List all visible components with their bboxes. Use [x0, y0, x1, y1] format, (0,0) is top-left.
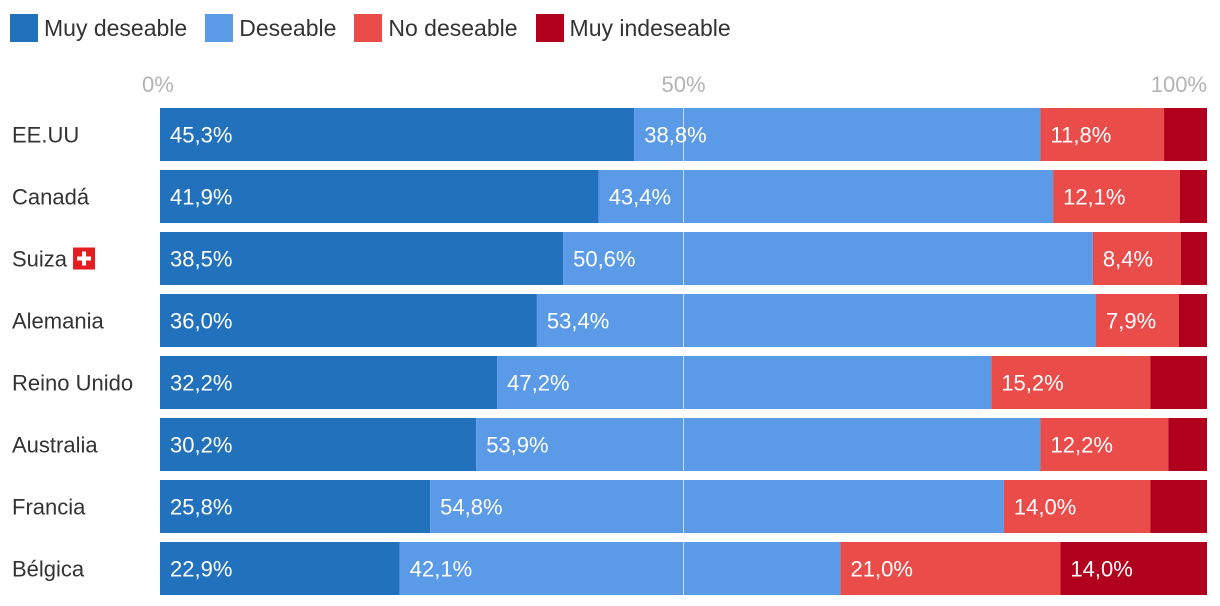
legend-swatch-muy-indeseable [535, 14, 564, 42]
data-label-muy-deseable-suiza: 38,5% [170, 247, 232, 272]
data-label-no-deseable-belgica: 21,0% [851, 557, 913, 582]
legend: Muy deseable Deseable No deseable Muy in… [10, 13, 749, 43]
data-label-no-deseable-suiza: 8,4% [1103, 247, 1153, 272]
legend-item-muy-deseable: Muy deseable [10, 14, 187, 42]
data-label-muy-deseable-canada: 41,9% [170, 185, 232, 210]
bar-no-deseable-alemania [1096, 294, 1179, 347]
data-label-muy-indeseable-belgica: 14,0% [1070, 557, 1132, 582]
bar-no-deseable-ee-uu [1040, 108, 1165, 161]
bar-no-deseable-reino-unido [991, 356, 1151, 409]
category-label-ee-uu: EE.UU [12, 123, 79, 148]
bar-muy-deseable-francia [160, 480, 431, 533]
bar-muy-deseable-australia [160, 418, 477, 471]
legend-label-deseable: Deseable [239, 14, 337, 41]
legend-swatch-deseable [205, 14, 234, 42]
bar-muy-indeseable-australia [1168, 418, 1207, 471]
bar-muy-indeseable-alemania [1178, 294, 1207, 347]
bar-muy-deseable-reino-unido [160, 356, 498, 409]
legend-label-muy-deseable: Muy deseable [44, 14, 188, 41]
bar-deseable-australia [476, 418, 1041, 471]
legend-item-no-deseable: No deseable [354, 14, 518, 42]
bar-no-deseable-australia [1040, 418, 1169, 471]
bar-deseable-alemania [536, 294, 1097, 347]
bar-deseable-suiza [563, 232, 1093, 285]
bar-no-deseable-canada [1053, 170, 1180, 223]
bar-muy-indeseable-reino-unido [1150, 356, 1207, 409]
bar-muy-indeseable-canada [1179, 170, 1207, 223]
data-label-no-deseable-ee-uu: 11,8% [1051, 123, 1112, 148]
bar-no-deseable-suiza [1092, 232, 1181, 285]
bar-muy-indeseable-belgica [1060, 542, 1207, 595]
bar-deseable-canada [598, 170, 1054, 223]
category-label-belgica: Bélgica [12, 557, 85, 582]
bar-muy-deseable-canada [160, 170, 599, 223]
bar-no-deseable-francia [1003, 480, 1151, 533]
legend-label-muy-indeseable: Muy indeseable [569, 14, 731, 41]
data-label-muy-deseable-ee-uu: 45,3% [170, 123, 232, 148]
bar-deseable-belgica [399, 542, 841, 595]
swiss-flag-icon [73, 247, 96, 270]
legend-swatch-no-deseable [354, 14, 383, 42]
data-label-deseable-australia: 53,9% [486, 433, 548, 458]
bar-muy-indeseable-francia [1150, 480, 1207, 533]
data-label-no-deseable-canada: 12,1% [1063, 185, 1125, 210]
data-label-no-deseable-reino-unido: 15,2% [1001, 371, 1063, 396]
bar-deseable-francia [430, 480, 1004, 533]
data-label-no-deseable-francia: 14,0% [1014, 495, 1076, 520]
bar-muy-deseable-suiza [160, 232, 564, 285]
category-label-suiza: Suiza [12, 247, 68, 272]
data-label-deseable-reino-unido: 47,2% [507, 371, 569, 396]
category-label-francia: Francia [12, 495, 86, 520]
data-label-deseable-francia: 54,8% [440, 495, 502, 520]
bar-muy-deseable-ee-uu [160, 108, 635, 161]
data-label-no-deseable-australia: 12,2% [1051, 433, 1113, 458]
data-label-no-deseable-alemania: 7,9% [1106, 309, 1156, 334]
bar-muy-deseable-belgica [160, 542, 400, 595]
bar-no-deseable-belgica [840, 542, 1061, 595]
category-label-canada: Canadá [12, 185, 90, 210]
data-label-muy-deseable-reino-unido: 32,2% [170, 371, 232, 396]
data-label-muy-deseable-australia: 30,2% [170, 433, 232, 458]
legend-item-deseable: Deseable [205, 14, 336, 42]
category-label-reino-unido: Reino Unido [12, 371, 133, 396]
bar-muy-deseable-alemania [160, 294, 537, 347]
bar-muy-indeseable-ee-uu [1164, 108, 1207, 161]
x-tick-label-100: 100% [1151, 72, 1207, 97]
data-label-muy-deseable-alemania: 36,0% [170, 309, 232, 334]
data-label-deseable-suiza: 50,6% [573, 247, 635, 272]
x-tick-label-50: 50% [661, 72, 705, 97]
legend-swatch-muy-deseable [10, 14, 38, 42]
category-label-australia: Australia [12, 433, 98, 458]
legend-label-no-deseable: No deseable [388, 14, 518, 41]
data-label-muy-deseable-belgica: 22,9% [170, 557, 232, 582]
x-tick-label-0: 0% [142, 72, 174, 97]
data-label-deseable-canada: 43,4% [609, 185, 671, 210]
category-label-alemania: Alemania [12, 309, 104, 334]
data-label-deseable-belgica: 42,1% [410, 557, 472, 582]
data-label-deseable-alemania: 53,4% [547, 309, 609, 334]
data-label-muy-deseable-francia: 25,8% [170, 495, 232, 520]
data-label-deseable-ee-uu: 38,8% [644, 123, 706, 148]
bar-deseable-reino-unido [497, 356, 992, 409]
legend-item-muy-indeseable: Muy indeseable [535, 14, 731, 42]
bar-muy-indeseable-suiza [1180, 232, 1207, 285]
bar-deseable-ee-uu [634, 108, 1041, 161]
